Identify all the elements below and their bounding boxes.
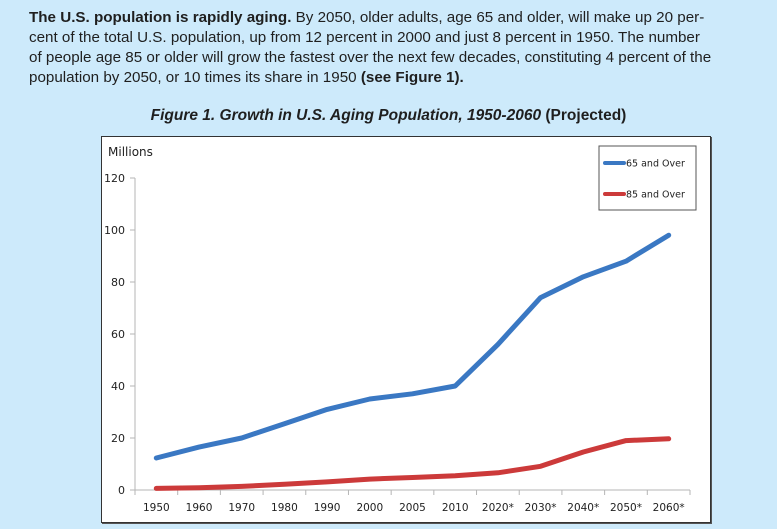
x-tick-label: 2060* bbox=[653, 502, 685, 514]
x-tick-label: 1950 bbox=[143, 502, 170, 514]
legend-label: 85 and Over bbox=[626, 190, 685, 201]
legend-label: 65 and Over bbox=[626, 159, 685, 170]
figure-reference: (see Figure 1). bbox=[360, 69, 464, 86]
x-tick-label: 1970 bbox=[228, 502, 255, 514]
figure-title-suffix: (Projected) bbox=[541, 107, 627, 124]
x-tick-label: 1990 bbox=[314, 502, 341, 514]
x-tick-label: 2030* bbox=[525, 502, 557, 514]
figure-title-main: Figure 1. Growth in U.S. Aging Populatio… bbox=[150, 107, 542, 124]
y-tick-label: 40 bbox=[111, 380, 125, 393]
x-tick-label: 2000 bbox=[356, 502, 383, 514]
figure-title: Figure 1. Growth in U.S. Aging Populatio… bbox=[0, 107, 777, 125]
y-tick-label: 60 bbox=[111, 328, 125, 341]
x-tick-label: 2010 bbox=[442, 502, 469, 514]
x-tick-label: 1960 bbox=[186, 502, 213, 514]
y-tick-label: 80 bbox=[111, 276, 125, 289]
y-axis-label: Millions bbox=[108, 145, 153, 159]
x-tick-label: 2040* bbox=[567, 502, 599, 514]
x-tick-label: 1980 bbox=[271, 502, 298, 514]
x-tick-label: 2020* bbox=[482, 502, 514, 514]
x-tick-label: 2050* bbox=[610, 502, 642, 514]
series-line-85-and-over bbox=[153, 436, 672, 491]
x-tick-label: 2005 bbox=[399, 502, 426, 514]
y-tick-label: 120 bbox=[104, 172, 125, 185]
intro-line-4: population by 2050, or 10 times its shar… bbox=[29, 69, 361, 86]
legend-box bbox=[598, 145, 697, 211]
intro-line-2: cent of the total U.S. population, up fr… bbox=[29, 29, 700, 46]
chart-container: Millions 0 20 40 60 80 100 120 1950 1960 1970 1980 1… bbox=[101, 136, 711, 523]
series-line-65-and-over bbox=[153, 232, 672, 461]
intro-paragraph: The U.S. population is rapidly aging. By… bbox=[29, 8, 759, 88]
line-chart: Millions 0 20 40 60 80 100 120 1950 1960 1970 1980 1… bbox=[104, 145, 697, 514]
intro-line-3: of people age 85 or older will grow the … bbox=[29, 49, 712, 66]
y-tick-label: 0 bbox=[118, 484, 125, 497]
intro-lead: The U.S. population is rapidly aging. bbox=[29, 9, 292, 26]
y-tick-label: 20 bbox=[111, 432, 125, 445]
intro-line-1: By 2050, older adults, age 65 and older,… bbox=[291, 9, 705, 26]
y-tick-label: 100 bbox=[104, 224, 125, 237]
